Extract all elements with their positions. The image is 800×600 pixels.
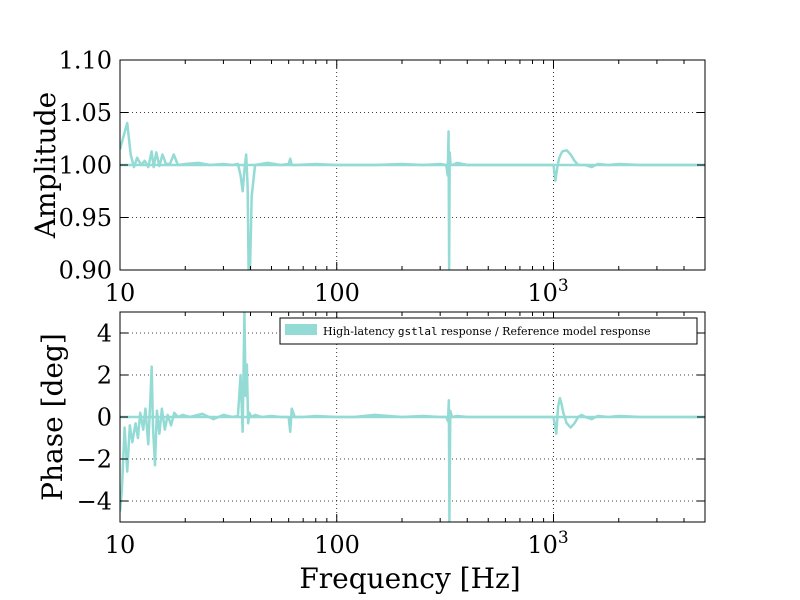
amplitude-ylabel: Amplitude xyxy=(29,92,62,239)
amplitude-ytick-label: 1.05 xyxy=(59,99,112,127)
phase-panel: 10 100 103 −4 −2 0 2 4 Phase [deg] Frequ… xyxy=(36,311,706,595)
amplitude-xtick-label-10: 10 xyxy=(105,279,136,307)
amplitude-xtick-label-1000-exp: 3 xyxy=(558,276,569,296)
amplitude-xtick-label-1000-base: 10 xyxy=(527,279,558,307)
legend-box xyxy=(279,317,698,345)
phase-xtick-label-100: 100 xyxy=(314,531,360,559)
amplitude-xtick-label-100: 100 xyxy=(314,279,360,307)
legend-label: High-latency gstlal response / Reference… xyxy=(323,325,651,338)
phase-ticks xyxy=(119,312,706,522)
legend-label-suffix: response / Reference model response xyxy=(438,325,651,338)
amplitude-ytick-label: 0.90 xyxy=(59,257,112,285)
legend-label-mono: gstlal xyxy=(398,325,438,338)
phase-ytick-label: −2 xyxy=(77,446,112,474)
phase-xtick-labels: 10 100 103 xyxy=(105,528,569,559)
phase-ytick-label: 2 xyxy=(97,362,112,390)
frequency-xlabel: Frequency [Hz] xyxy=(299,562,520,595)
amplitude-ytick-label: 1.10 xyxy=(59,47,112,75)
amplitude-xtick-labels: 10 100 103 xyxy=(105,276,569,307)
phase-ytick-label: 4 xyxy=(97,320,112,348)
amplitude-ytick-labels: 0.90 0.95 1.00 1.05 1.10 xyxy=(59,47,112,285)
phase-xtick-label-1000-exp: 3 xyxy=(558,528,569,548)
legend: High-latency gstlal response / Reference… xyxy=(279,317,698,345)
phase-curve-group xyxy=(120,312,705,522)
phase-ytick-label: 0 xyxy=(97,404,112,432)
phase-ytick-labels: −4 −2 0 2 4 xyxy=(77,320,112,516)
phase-ylabel: Phase [deg] xyxy=(36,333,69,501)
legend-label-prefix: High-latency xyxy=(323,325,398,338)
phase-xtick-label-1000-base: 10 xyxy=(527,531,558,559)
amplitude-curve-group xyxy=(120,121,705,270)
amplitude-ytick-label: 1.00 xyxy=(59,152,112,180)
phase-xtick-label-1000: 103 xyxy=(527,528,568,559)
phase-ytick-label: −4 xyxy=(77,488,112,516)
amplitude-xtick-label-1000: 103 xyxy=(527,276,568,307)
phase-xtick-label-10: 10 xyxy=(105,531,136,559)
amplitude-ytick-label: 0.95 xyxy=(59,204,112,232)
amplitude-ticks xyxy=(119,59,706,271)
amplitude-panel: 10 100 103 0.90 0.95 1.00 1.05 1.10 Ampl… xyxy=(29,47,706,307)
legend-swatch xyxy=(285,324,317,335)
